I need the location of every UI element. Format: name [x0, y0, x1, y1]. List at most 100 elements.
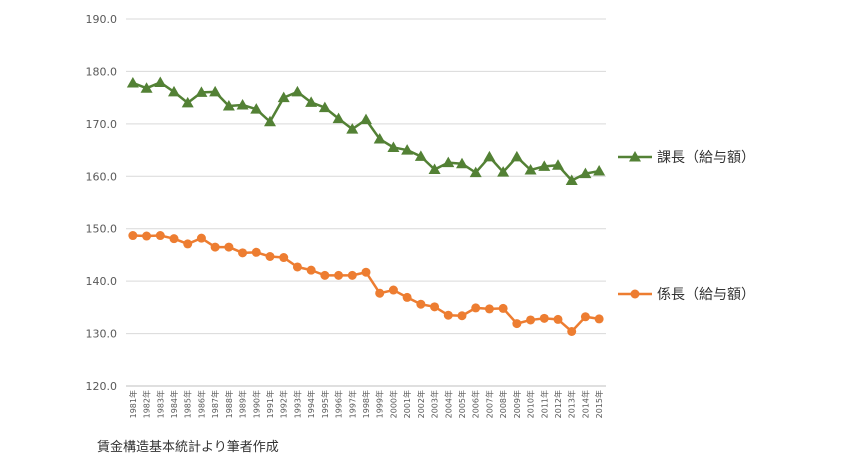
- data-point: [306, 265, 316, 275]
- data-point: [580, 312, 590, 322]
- data-point: [484, 304, 494, 314]
- data-point: [265, 252, 275, 262]
- data-point: [401, 144, 414, 155]
- data-point: [277, 91, 290, 103]
- x-tick-label: 1998年: [361, 390, 371, 418]
- data-point: [154, 76, 167, 87]
- data-point: [210, 242, 220, 252]
- y-tick-label: 170.0: [86, 118, 118, 131]
- data-point: [168, 85, 180, 97]
- data-point: [567, 326, 577, 336]
- data-point: [361, 267, 371, 277]
- y-tick-label: 190.0: [86, 13, 118, 26]
- data-point: [402, 292, 412, 302]
- data-point: [512, 319, 522, 329]
- data-point: [388, 285, 398, 295]
- data-point: [196, 233, 206, 243]
- legend-marker: [630, 289, 640, 299]
- data-point: [524, 163, 537, 175]
- y-tick-label: 160.0: [86, 170, 118, 183]
- x-tick-label: 2015年: [594, 390, 604, 418]
- x-axis-ticks: 1981年 1982年 1983年 1984年 1985年 1986年 1987年 1988年…: [128, 390, 604, 418]
- data-point: [332, 112, 345, 124]
- x-tick-label: 1985年: [183, 390, 193, 418]
- series-group: [126, 76, 606, 336]
- x-tick-label: 2007年: [484, 390, 494, 418]
- data-point: [469, 166, 482, 178]
- data-point: [594, 314, 604, 324]
- data-point: [128, 231, 138, 241]
- y-tick-label: 150.0: [86, 223, 118, 236]
- x-tick-label: 2003年: [430, 390, 440, 418]
- x-tick-label: 2012年: [553, 390, 563, 418]
- y-axis-ticks: 120.0 130.0 140.0 150.0 160.0 170.0 180.0 190.0: [86, 13, 118, 393]
- x-tick-label: 1989年: [238, 390, 248, 418]
- x-tick-label: 2009年: [512, 390, 522, 418]
- x-tick-label: 1999年: [375, 390, 385, 418]
- data-point: [209, 85, 222, 97]
- legend-marker: [629, 151, 641, 162]
- x-tick-label: 1994年: [306, 390, 316, 418]
- x-tick-label: 1993年: [292, 390, 302, 418]
- x-tick-label: 2001年: [402, 390, 412, 418]
- data-point: [224, 242, 234, 252]
- series-2: [128, 231, 604, 336]
- data-point: [320, 270, 330, 280]
- data-point: [539, 313, 549, 323]
- x-tick-label: 1987年: [210, 390, 220, 418]
- data-point: [457, 311, 467, 321]
- data-point: [140, 82, 153, 93]
- series-line: [132, 81, 600, 182]
- x-tick-label: 1995年: [320, 390, 330, 418]
- x-tick-label: 1996年: [334, 390, 344, 418]
- x-tick-label: 1982年: [142, 390, 152, 418]
- x-tick-label: 2002年: [416, 390, 426, 418]
- data-point: [526, 315, 536, 325]
- data-point: [387, 141, 400, 152]
- x-tick-label: 1992年: [279, 390, 289, 418]
- data-point: [292, 262, 302, 272]
- series-1: [126, 76, 606, 185]
- data-point: [264, 115, 276, 127]
- data-point: [360, 113, 372, 125]
- x-tick-label: 1983年: [155, 390, 165, 418]
- data-point: [142, 231, 152, 241]
- data-point: [442, 156, 455, 168]
- data-point: [126, 76, 139, 88]
- data-point: [305, 96, 318, 107]
- data-point: [347, 270, 357, 280]
- y-tick-label: 120.0: [86, 380, 118, 393]
- x-tick-label: 2000年: [388, 390, 398, 418]
- x-tick-label: 1984年: [169, 390, 179, 418]
- data-point: [471, 303, 481, 313]
- y-tick-label: 140.0: [86, 275, 118, 288]
- data-point: [181, 96, 194, 108]
- data-point: [497, 166, 510, 177]
- x-tick-label: 1981年: [128, 390, 138, 418]
- y-tick-label: 180.0: [86, 65, 118, 78]
- legend: 課長（給与額） 係長（給与額）: [618, 150, 755, 303]
- data-point: [538, 160, 551, 171]
- data-point: [250, 103, 263, 114]
- data-point: [236, 98, 249, 110]
- data-point: [183, 239, 193, 249]
- data-point: [169, 234, 179, 244]
- data-point: [510, 150, 523, 162]
- data-point: [375, 288, 385, 298]
- legend-label: 係長（給与額）: [657, 287, 755, 303]
- x-tick-label: 2013年: [567, 390, 577, 418]
- data-point: [251, 247, 261, 257]
- data-point: [456, 157, 468, 169]
- x-tick-label: 2014年: [580, 390, 590, 418]
- x-tick-label: 1997年: [347, 390, 357, 418]
- data-point: [552, 159, 564, 170]
- x-tick-label: 1991年: [265, 390, 275, 418]
- x-tick-label: 2006年: [471, 390, 481, 418]
- data-point: [155, 231, 165, 241]
- data-point: [579, 167, 592, 179]
- data-point: [414, 150, 427, 161]
- data-point: [498, 303, 508, 313]
- data-point: [222, 100, 235, 111]
- x-tick-label: 1988年: [224, 390, 234, 418]
